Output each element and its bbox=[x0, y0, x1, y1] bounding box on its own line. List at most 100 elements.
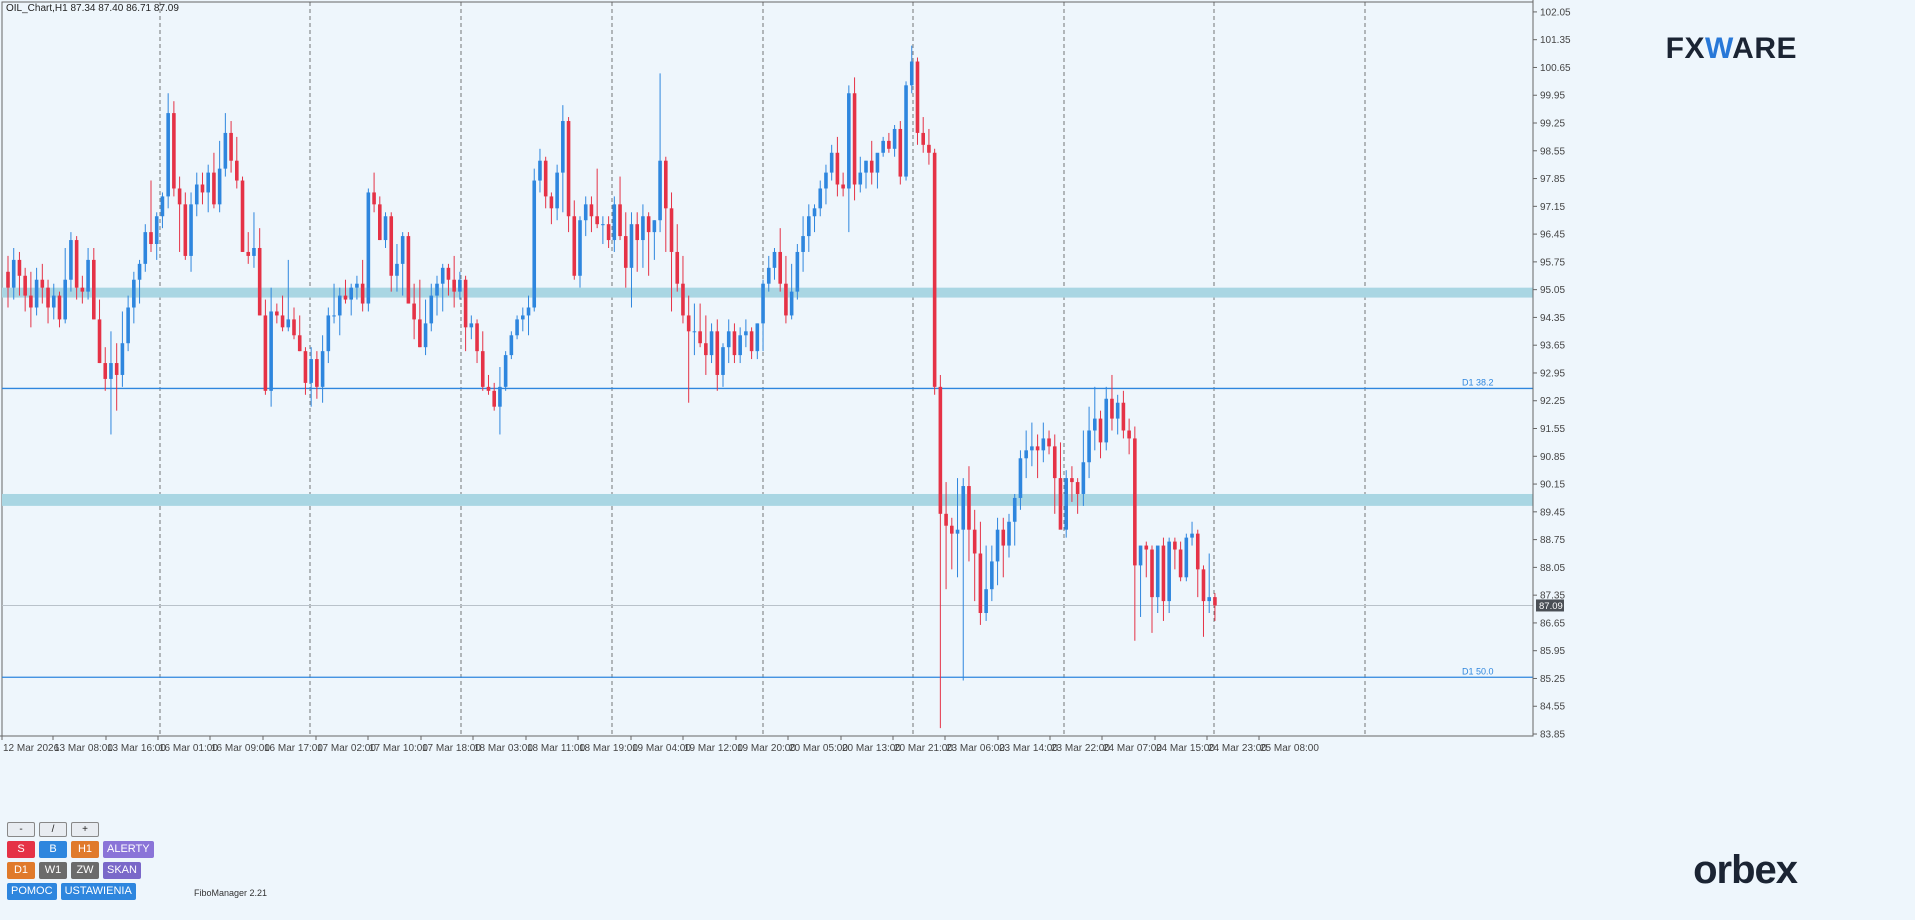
candle-body bbox=[1012, 497, 1017, 522]
candle-body bbox=[984, 589, 988, 614]
candle-body bbox=[618, 204, 622, 237]
help-button[interactable]: POMOC bbox=[7, 883, 57, 900]
time-tick-label: 18 Mar 11:00 bbox=[527, 743, 586, 754]
candle-body bbox=[990, 561, 994, 590]
candle-body bbox=[532, 180, 537, 308]
candle-body bbox=[383, 216, 388, 241]
zoom-in-button[interactable]: + bbox=[71, 822, 99, 837]
candle-body bbox=[927, 144, 931, 153]
candle-body bbox=[1201, 569, 1206, 602]
candle-body bbox=[69, 240, 73, 280]
candle-body bbox=[606, 224, 611, 241]
candle-body bbox=[103, 363, 108, 379]
candle-body bbox=[704, 343, 708, 356]
price-tick-label: 89.45 bbox=[1540, 507, 1565, 518]
candle-body bbox=[74, 240, 79, 288]
candle-body bbox=[1018, 458, 1023, 498]
settings-button[interactable]: USTAWIENIA bbox=[60, 883, 136, 900]
sell-button[interactable]: S bbox=[7, 841, 35, 858]
candle-body bbox=[709, 331, 714, 356]
candle-body bbox=[583, 204, 588, 221]
fxware-logo: FXWARE bbox=[1665, 32, 1797, 65]
candle-body bbox=[835, 152, 840, 185]
candle-body bbox=[315, 359, 319, 387]
time-tick-label: 25 Mar 08:00 bbox=[1260, 743, 1319, 754]
h1-button[interactable]: H1 bbox=[71, 841, 99, 858]
candle-body bbox=[864, 160, 868, 173]
time-tick-label: 17 Mar 18:00 bbox=[422, 743, 481, 754]
candle-body bbox=[303, 351, 308, 383]
candle-body bbox=[126, 307, 130, 344]
candle-body bbox=[269, 311, 273, 391]
candle-body bbox=[875, 152, 880, 173]
candle-body bbox=[92, 259, 96, 320]
button-row-3: POMOC USTAWIENIA bbox=[7, 883, 154, 900]
candle-body bbox=[229, 132, 233, 161]
zoom-reset-button[interactable]: / bbox=[39, 822, 67, 837]
candle-body bbox=[1075, 482, 1080, 494]
candle-body bbox=[1115, 402, 1120, 419]
candle-body bbox=[143, 232, 148, 264]
candle-body bbox=[824, 172, 828, 189]
fibo-level-label: D1 38.2 bbox=[1462, 377, 1494, 387]
candle-body bbox=[120, 343, 125, 375]
candle-body bbox=[246, 251, 251, 256]
buy-button[interactable]: B bbox=[39, 841, 67, 858]
candle-body bbox=[852, 93, 857, 185]
candle-body bbox=[938, 386, 943, 514]
candle-body bbox=[641, 216, 645, 241]
candle-body bbox=[57, 295, 62, 320]
candle-body bbox=[675, 251, 680, 284]
time-tick-label: 24 Mar 07:00 bbox=[1103, 743, 1162, 754]
candle-body bbox=[1127, 430, 1131, 439]
candle-body bbox=[1007, 521, 1011, 546]
price-tick-label: 93.65 bbox=[1540, 341, 1565, 352]
time-tick-label: 16 Mar 01:00 bbox=[159, 743, 218, 754]
candle-body bbox=[526, 307, 531, 316]
candle-body bbox=[1052, 446, 1057, 479]
candle-body bbox=[166, 113, 170, 197]
d1-button[interactable]: D1 bbox=[7, 862, 35, 879]
candle-body bbox=[744, 331, 748, 336]
candle-body bbox=[932, 152, 937, 387]
candle-body bbox=[664, 160, 668, 209]
candle-body bbox=[967, 486, 971, 530]
price-tick-label: 95.05 bbox=[1540, 285, 1565, 296]
candle-body bbox=[915, 61, 920, 133]
fibo-level-label: D1 50.0 bbox=[1462, 666, 1494, 676]
candle-body bbox=[595, 216, 599, 225]
candle-body bbox=[1041, 438, 1046, 451]
time-tick-label: 12 Mar 2026 bbox=[3, 743, 60, 754]
candle-body bbox=[114, 363, 119, 375]
alerts-button[interactable]: ALERTY bbox=[103, 841, 154, 858]
candle-body bbox=[715, 331, 720, 375]
scan-button[interactable]: SKAN bbox=[103, 862, 141, 879]
candle-body bbox=[812, 208, 817, 217]
zoom-out-button[interactable]: - bbox=[7, 822, 35, 837]
candle-body bbox=[400, 236, 405, 264]
w1-button[interactable]: W1 bbox=[39, 862, 67, 879]
candle-body bbox=[749, 331, 754, 352]
zw-button[interactable]: ZW bbox=[71, 862, 99, 879]
candle-body bbox=[652, 220, 657, 233]
candle-body bbox=[486, 386, 491, 391]
candle-body bbox=[503, 355, 508, 387]
candle-body bbox=[521, 315, 525, 320]
candle-body bbox=[446, 267, 451, 280]
candle-body bbox=[458, 279, 462, 292]
candle-body bbox=[63, 279, 67, 320]
candle-body bbox=[1138, 545, 1143, 566]
candle-body bbox=[189, 204, 193, 256]
candle-body bbox=[1024, 450, 1028, 459]
candle-body bbox=[463, 279, 468, 328]
candle-body bbox=[132, 279, 136, 308]
candle-body bbox=[841, 184, 845, 189]
candle-body bbox=[480, 351, 485, 387]
candle-body bbox=[206, 172, 210, 193]
candle-body bbox=[887, 140, 891, 149]
candle-body bbox=[51, 295, 56, 308]
candle-body bbox=[509, 335, 514, 356]
candle-body bbox=[217, 168, 222, 205]
candle-body bbox=[1184, 537, 1189, 578]
